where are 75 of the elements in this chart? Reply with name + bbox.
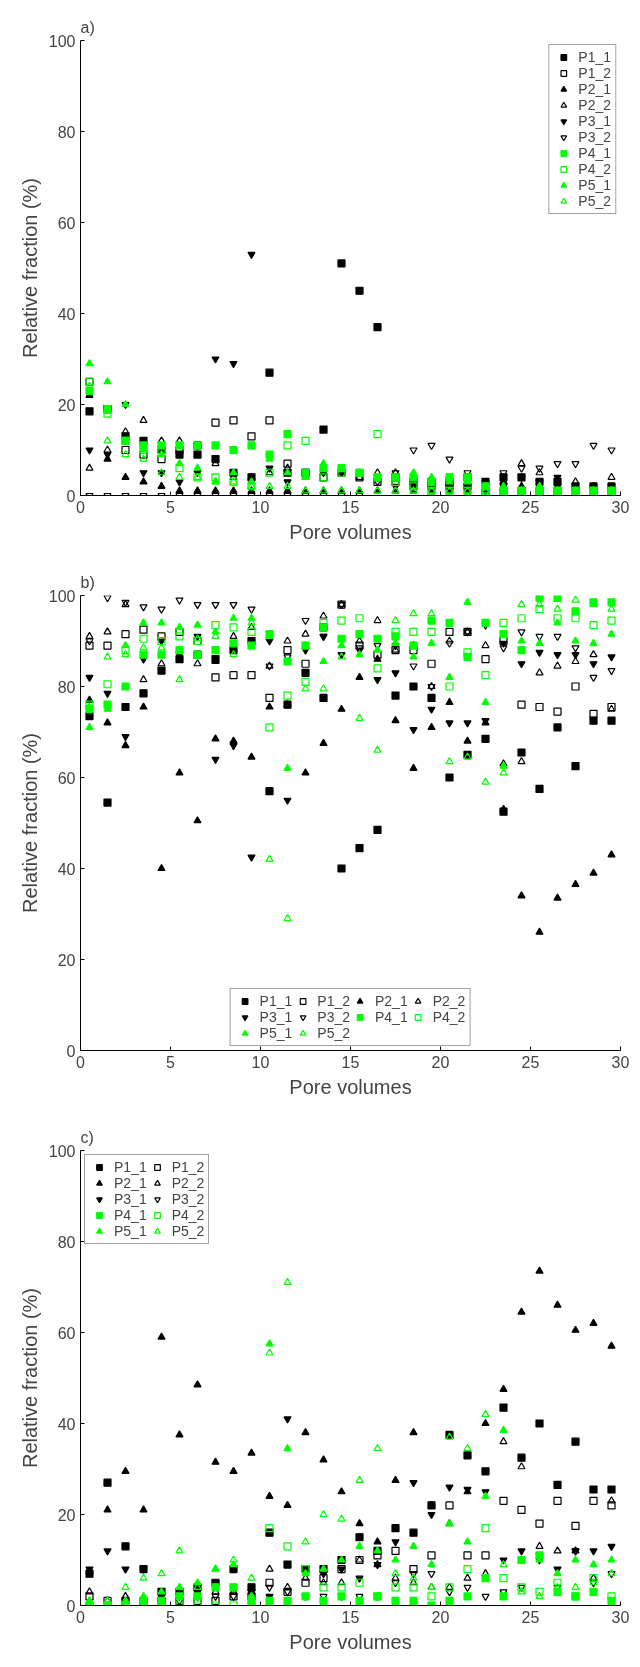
legend-label: P3_1 — [259, 1009, 293, 1025]
legend-label: P2_1 — [114, 1175, 147, 1191]
x-tick-label: 20 — [431, 1608, 450, 1626]
legend-label: P1_1 — [578, 49, 611, 65]
legend-label: P4_1 — [375, 1009, 408, 1025]
legend-label: P2_2 — [578, 97, 611, 113]
x-axis-title: Pore volumes — [289, 520, 412, 543]
y-tick-label: 80 — [57, 123, 76, 141]
y-tick-label: 40 — [57, 860, 76, 878]
legend-label: P5_2 — [317, 1025, 350, 1041]
x-tick-label: 25 — [521, 1608, 540, 1626]
legend-label: P3_2 — [171, 1191, 205, 1207]
legend-label: P2_2 — [171, 1175, 205, 1191]
y-tick-label: 60 — [57, 1324, 76, 1342]
x-tick-label: 10 — [251, 1608, 270, 1626]
x-tick-label: 25 — [521, 498, 540, 516]
y-tick-label: 60 — [57, 214, 76, 232]
legend-label: P3_2 — [317, 1009, 350, 1025]
x-tick-label: 25 — [521, 1053, 540, 1071]
y-axis-title: Relative fraction (%) — [18, 1287, 41, 1469]
x-axis-title: Pore volumes — [289, 1075, 412, 1098]
y-tick-label: 0 — [66, 1042, 76, 1060]
legend-label: P5_1 — [578, 177, 611, 193]
x-tick-label: 30 — [611, 498, 630, 516]
y-tick-label: 0 — [66, 1597, 76, 1615]
x-tick-label: 15 — [341, 1608, 360, 1626]
y-tick-label: 80 — [57, 678, 76, 696]
legend-label: P5_2 — [171, 1223, 205, 1239]
y-tick-label: 60 — [57, 769, 76, 787]
y-axis-title: Relative fraction (%) — [18, 732, 41, 914]
y-axis-title: Relative fraction (%) — [18, 177, 41, 359]
legend-label: P4_2 — [578, 161, 611, 177]
y-tick-label: 20 — [57, 951, 76, 969]
y-tick-label: 20 — [57, 396, 76, 414]
legend-label: P1_2 — [578, 65, 611, 81]
x-tick-label: 5 — [166, 1608, 176, 1626]
legend-label: P3_2 — [578, 129, 611, 145]
legend-label: P1_2 — [171, 1159, 205, 1175]
x-tick-label: 20 — [431, 1053, 450, 1071]
legend-label: P1_2 — [317, 993, 350, 1009]
x-tick-label: 10 — [251, 1053, 270, 1071]
y-tick-label: 40 — [57, 305, 76, 323]
chart-title: a) — [80, 18, 95, 36]
x-tick-label: 30 — [611, 1053, 630, 1071]
x-tick-label: 5 — [166, 498, 176, 516]
x-axis-title: Pore volumes — [289, 1630, 412, 1653]
y-tick-label: 100 — [48, 32, 76, 50]
legend-label: P3_1 — [114, 1191, 147, 1207]
legend-label: P4_1 — [578, 145, 611, 161]
legend-label: P1_1 — [114, 1159, 147, 1175]
x-tick-label: 20 — [431, 498, 450, 516]
legend-label: P5_2 — [578, 193, 611, 209]
legend-label: P2_1 — [375, 993, 408, 1009]
x-tick-label: 15 — [341, 498, 360, 516]
legend-label: P4_2 — [171, 1207, 205, 1223]
chart-title: b) — [80, 573, 95, 591]
x-tick-label: 10 — [251, 498, 270, 516]
legend-label: P3_1 — [578, 113, 611, 129]
legend-label: P5_1 — [259, 1025, 293, 1041]
chart-title: c) — [80, 1128, 94, 1146]
legend-label: P4_1 — [114, 1207, 147, 1223]
x-tick-label: 15 — [341, 1053, 360, 1071]
y-tick-label: 20 — [57, 1506, 76, 1524]
y-tick-label: 80 — [57, 1233, 76, 1251]
x-tick-label: 5 — [166, 1053, 176, 1071]
legend-label: P5_1 — [114, 1223, 147, 1239]
y-tick-label: 100 — [48, 587, 76, 605]
legend-label: P2_2 — [432, 993, 466, 1009]
y-tick-label: 40 — [57, 1415, 76, 1433]
y-tick-label: 0 — [66, 487, 76, 505]
legend-label: P1_1 — [259, 993, 293, 1009]
legend-label: P4_2 — [432, 1009, 466, 1025]
y-tick-label: 100 — [48, 1142, 76, 1160]
x-tick-label: 30 — [611, 1608, 630, 1626]
legend-label: P2_1 — [578, 81, 611, 97]
